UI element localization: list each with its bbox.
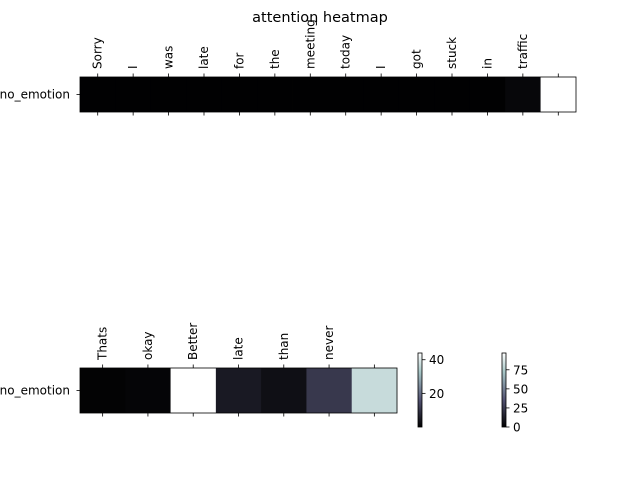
x-tick-label: Thats [96, 327, 110, 361]
heatmap-cell [261, 368, 307, 413]
heatmap-cell [540, 77, 577, 112]
x-tick-label: today [339, 35, 353, 69]
x-tick-label: for [232, 52, 246, 69]
x-tick-label: stuck [445, 37, 459, 69]
x-tick-label: Sorry [91, 37, 105, 69]
x-tick-label: late [197, 46, 211, 69]
heatmap-cell [80, 368, 126, 413]
colorbar-top: 0 25 50 75 [501, 352, 528, 435]
colorbar-tick-label: 50 [513, 382, 528, 396]
x-tick-label: got [410, 49, 424, 69]
x-tick-label: never [322, 326, 336, 360]
x-tick-label: the [268, 49, 282, 69]
heatmap-cell [328, 77, 364, 112]
heatmap-cell [363, 77, 400, 112]
heatmap-cell [469, 77, 506, 112]
x-tick-label: I [374, 65, 388, 69]
x-tick-label: meeting [303, 19, 317, 69]
heatmap-cell [215, 368, 262, 413]
heatmap-cell [306, 368, 353, 413]
colorbar-gradient [417, 352, 423, 428]
heatmap-cell [257, 77, 293, 112]
x-tick-label: traffic [516, 34, 530, 69]
colorbar-tick-label: 40 [429, 353, 444, 367]
colorbar-tick-label: 0 [513, 421, 521, 435]
colorbar-tick-label: 25 [513, 401, 528, 415]
colorbar-tick-label: 75 [513, 363, 528, 377]
x-tick-label: was [162, 46, 176, 69]
heatmap-cell [351, 368, 398, 413]
heatmap-cell [186, 77, 223, 112]
x-tick-label: I [126, 65, 140, 69]
y-tick-label: no_emotion [0, 384, 70, 398]
heatmap-cell [150, 77, 187, 112]
x-tick-label: okay [141, 331, 155, 360]
heatmap-cell [434, 77, 471, 112]
x-tick-label: in [480, 58, 494, 69]
colorbar-gradient [501, 352, 507, 428]
heatmap-cell [115, 77, 152, 112]
heatmap-cell [125, 368, 171, 413]
heatmap-cell [80, 77, 116, 112]
heatmap-cell [170, 368, 217, 413]
colorbar-tick-label: 20 [429, 387, 444, 401]
x-tick-label: late [232, 337, 246, 360]
heatmap-cell [221, 77, 258, 112]
x-tick-label: than [277, 333, 291, 360]
x-tick-label: Better [186, 323, 200, 360]
heatmap-cell [505, 77, 541, 112]
heatmap-cell [292, 77, 329, 112]
chart-title: attention heatmap [252, 10, 388, 26]
heatmap-bottom: Thats okay Better late than never no_emotion [0, 323, 398, 417]
heatmap-cell [398, 77, 435, 112]
y-tick-label: no_emotion [0, 88, 70, 102]
